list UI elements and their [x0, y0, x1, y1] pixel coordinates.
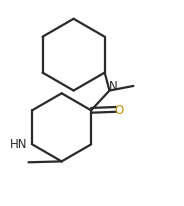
Text: HN: HN — [10, 137, 28, 150]
Text: O: O — [115, 103, 124, 116]
Text: N: N — [109, 80, 118, 93]
